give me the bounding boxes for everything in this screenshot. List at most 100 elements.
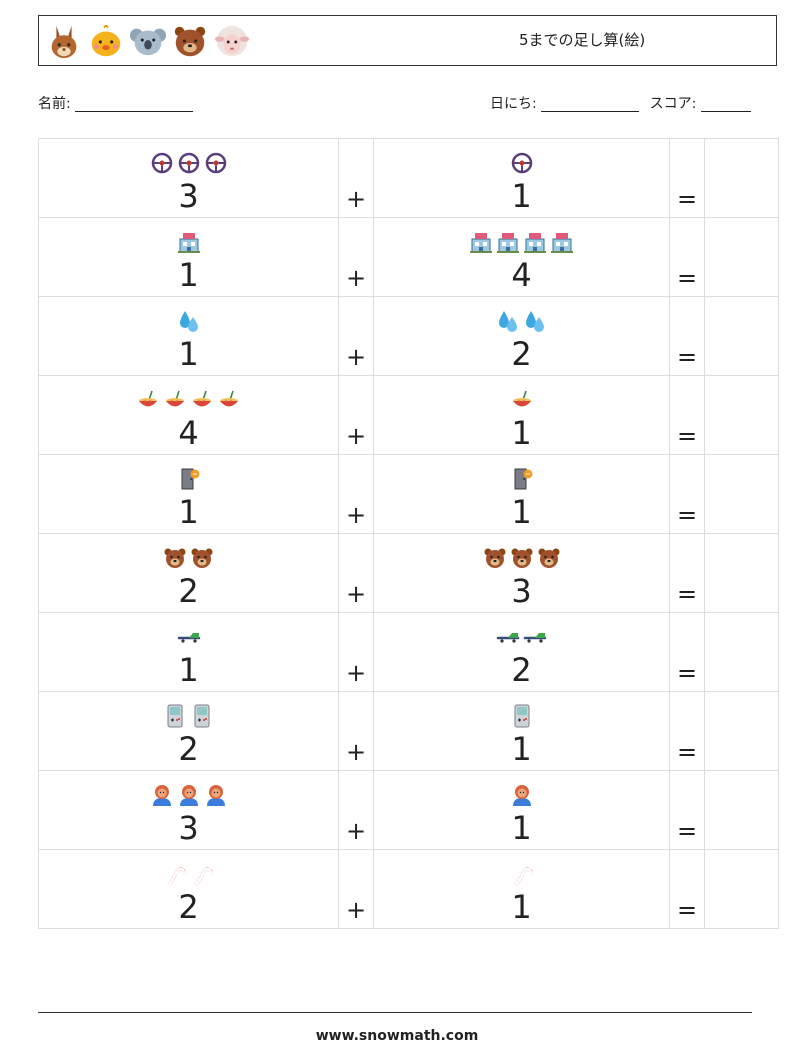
addend-b: 1 — [511, 177, 532, 215]
problem-row: 2 +1 = — [38, 691, 779, 771]
icon-group — [374, 467, 669, 495]
addend-b: 1 — [511, 730, 532, 768]
water-drops-icon — [523, 309, 547, 337]
addend-b-cell: 1 — [373, 454, 670, 534]
bowl-icon — [190, 388, 214, 416]
score-line[interactable] — [700, 97, 751, 112]
plus-cell: + — [338, 375, 374, 455]
score-label: スコア: — [649, 96, 697, 112]
problem-row: 4 +1 = — [38, 375, 779, 455]
bowl-icon — [163, 388, 187, 416]
equals-sign: = — [676, 343, 698, 371]
animal-icons — [45, 20, 251, 62]
candy-cane-icon — [163, 862, 187, 890]
equals-sign: = — [676, 264, 698, 292]
addend-a-cell: 2 — [38, 849, 339, 929]
equals-cell: = — [669, 533, 705, 613]
plus-cell: + — [338, 849, 374, 929]
icon-group — [39, 704, 338, 732]
icon-group — [39, 467, 338, 495]
icon-group — [39, 625, 338, 653]
equals-sign: = — [676, 896, 698, 924]
problem-row: 1 +1 = — [38, 454, 779, 534]
addend-b-cell: 3 — [373, 533, 670, 613]
bear-icon — [174, 26, 206, 57]
door-icon — [177, 467, 201, 495]
person-icon — [177, 783, 201, 811]
gameboy-icon — [190, 704, 214, 732]
addend-a: 2 — [178, 572, 199, 610]
icon-group — [39, 546, 338, 574]
problem-row: 1 +4 = — [38, 217, 779, 297]
skateboard-icon — [177, 625, 201, 653]
addend-a: 3 — [178, 177, 199, 215]
footer-url: www.snowmath.com — [315, 1028, 479, 1044]
bowl-icon — [510, 388, 534, 416]
plus-sign: + — [345, 501, 367, 529]
bear-face-icon — [510, 546, 534, 574]
icon-group — [39, 862, 338, 890]
worksheet-title: 5までの足し算(絵) — [519, 31, 646, 49]
addend-b: 1 — [511, 888, 532, 926]
addend-b: 1 — [511, 809, 532, 847]
problem-row: 1 +2 = — [38, 296, 779, 376]
icon-group — [374, 151, 669, 179]
equals-sign: = — [676, 422, 698, 450]
icon-group — [374, 230, 669, 258]
equals-cell: = — [669, 375, 705, 455]
answer-cell[interactable] — [704, 454, 779, 534]
addend-a: 1 — [178, 493, 199, 531]
problem-row: 3 +1 = — [38, 138, 779, 218]
answer-cell[interactable] — [704, 691, 779, 771]
addend-a-cell: 1 — [38, 612, 339, 692]
icon-group — [39, 151, 338, 179]
icon-group — [374, 783, 669, 811]
water-drops-icon — [496, 309, 520, 337]
equals-sign: = — [676, 185, 698, 213]
icon-group — [374, 309, 669, 337]
equals-cell: = — [669, 691, 705, 771]
plus-cell: + — [338, 691, 374, 771]
addend-a: 1 — [178, 651, 199, 689]
addend-a-cell: 1 — [38, 217, 339, 297]
equals-sign: = — [676, 501, 698, 529]
addend-a-cell: 3 — [38, 138, 339, 218]
icon-group — [374, 704, 669, 732]
person-icon — [510, 783, 534, 811]
worksheet-header: 5までの足し算(絵) — [38, 15, 777, 66]
addend-b-cell: 1 — [373, 849, 670, 929]
footer-divider — [38, 1012, 752, 1013]
date-line[interactable] — [541, 97, 640, 112]
answer-cell[interactable] — [704, 533, 779, 613]
date-score-fields: 日にち: スコア: — [490, 94, 751, 114]
icon-group — [39, 309, 338, 337]
water-drops-icon — [177, 309, 201, 337]
addend-b-cell: 1 — [373, 770, 670, 850]
name-line[interactable] — [75, 97, 194, 112]
answer-cell[interactable] — [704, 296, 779, 376]
plus-cell: + — [338, 770, 374, 850]
answer-cell[interactable] — [704, 217, 779, 297]
person-icon — [204, 783, 228, 811]
steering-wheel-icon — [204, 151, 228, 179]
equals-sign: = — [676, 580, 698, 608]
addend-a-cell: 1 — [38, 296, 339, 376]
plus-sign: + — [345, 580, 367, 608]
answer-cell[interactable] — [704, 849, 779, 929]
answer-cell[interactable] — [704, 138, 779, 218]
building-icon — [469, 230, 493, 258]
problem-row: 2 +1 = — [38, 849, 779, 929]
answer-cell[interactable] — [704, 612, 779, 692]
answer-cell[interactable] — [704, 375, 779, 455]
rabbit-icon — [51, 25, 77, 59]
answer-cell[interactable] — [704, 770, 779, 850]
steering-wheel-icon — [177, 151, 201, 179]
bowl-icon — [217, 388, 241, 416]
addend-b: 3 — [511, 572, 532, 610]
steering-wheel-icon — [150, 151, 174, 179]
addend-a: 3 — [178, 809, 199, 847]
chick-icon — [91, 24, 121, 57]
candy-cane-icon — [510, 862, 534, 890]
bear-face-icon — [163, 546, 187, 574]
plus-sign: + — [345, 817, 367, 845]
